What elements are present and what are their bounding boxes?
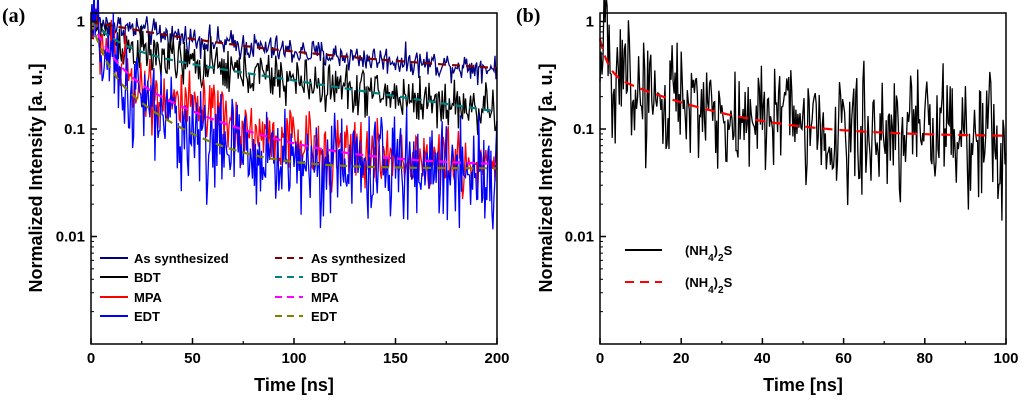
ytick-label-b-0: 0.01: [565, 229, 594, 246]
panel-b: (b) 0 20 40 60 80 100 0.01 0.1 1 Time [ns] Norma…: [516, 0, 1019, 395]
panel-a-legend: As synthesized BDT MPA EDT As synthesize…: [100, 251, 406, 324]
xtick-label-b-60: 60: [835, 350, 852, 367]
panel-b-ticks: 0 20 40 60 80 100 0.01 0.1 1: [565, 14, 1019, 367]
xtick-label-b-20: 20: [673, 350, 690, 367]
ytick-label-a-0: 0.01: [56, 229, 85, 246]
panel-b-label: (b): [516, 5, 540, 27]
series-a-edt-fit: [89, 21, 497, 170]
legend-bdt-data: BDT: [134, 270, 161, 285]
panel-b-ylabel: Normalized Intensity [a. u.]: [536, 63, 556, 292]
legend-mpa-fit: MPA: [311, 290, 340, 305]
legend-edt-data: EDT: [134, 309, 160, 324]
ytick-label-b-2: 1: [586, 14, 594, 31]
ytick-label-a-2: 1: [77, 14, 85, 31]
xtick-label-b-80: 80: [916, 350, 933, 367]
xtick-label-a-100: 100: [281, 350, 306, 367]
panel-a-ticks: 0 50 100 150 200 0.01 0.1 1: [56, 14, 510, 367]
legend-nh4-2s-data: (NH4)2S: [685, 243, 733, 264]
ytick-label-b-1: 0.1: [573, 121, 594, 138]
panel-b-series: [598, 0, 1007, 221]
panel-b-frame: [599, 12, 1007, 345]
series-a-as-synthesized-data: [90, 14, 498, 86]
ytick-label-a-1: 0.1: [64, 121, 85, 138]
series-a-as-synthesized-fit: [90, 20, 498, 70]
xtick-label-a-50: 50: [184, 350, 201, 367]
xtick-label-b-0: 0: [596, 350, 604, 367]
legend-mpa-data: MPA: [134, 290, 163, 305]
legend-bdt-fit: BDT: [311, 270, 338, 285]
panel-b-legend: (NH4)2S (NH4)2S: [625, 243, 733, 296]
panel-a-ylabel: Normalized Intensity [a. u.]: [26, 63, 46, 292]
panel-a-series: [89, 0, 498, 230]
panel-b-xlabel: Time [ns]: [763, 375, 843, 395]
legend-as-synthesized-data: As synthesized: [134, 251, 229, 266]
xtick-label-b-40: 40: [754, 350, 771, 367]
legend-as-synthesized-fit: As synthesized: [311, 251, 406, 266]
xtick-label-a-150: 150: [383, 350, 408, 367]
series-a-bdt-fit: [90, 20, 498, 113]
series-a-edt-data: [90, 0, 498, 230]
xtick-label-b-100: 100: [993, 350, 1018, 367]
series-a-mpa-fit: [90, 21, 498, 165]
legend-edt-fit: EDT: [311, 309, 337, 324]
panel-a: (a) 0 50 100 150 200 0.01 0.1 1 Time [ns] Norma…: [2, 0, 510, 395]
series-b-nh4-2s-data: [599, 0, 1007, 221]
panel-a-label: (a): [2, 5, 25, 27]
legend-nh4-2s-fit: (NH4)2S: [685, 275, 733, 296]
panel-a-xlabel: Time [ns]: [254, 375, 334, 395]
xtick-label-a-200: 200: [484, 350, 509, 367]
xtick-label-a-0: 0: [87, 350, 95, 367]
